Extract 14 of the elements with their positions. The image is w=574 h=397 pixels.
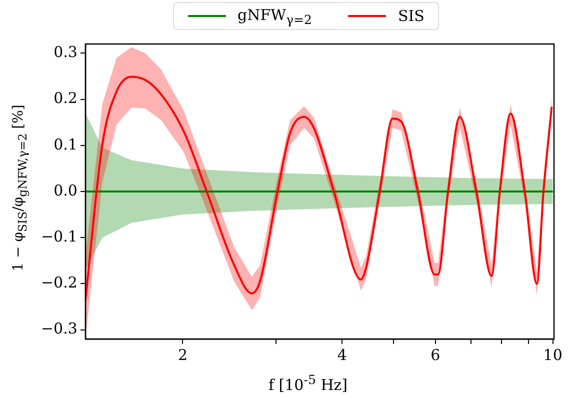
x-tick-label: 10 — [543, 346, 562, 364]
y-tick-label: 0.1 — [54, 135, 78, 154]
y-tick-label: −0.1 — [40, 227, 78, 246]
y-tick-label: −0.2 — [40, 274, 78, 292]
x-tick-label: 2 — [178, 346, 188, 364]
legend-label: SIS — [398, 7, 424, 25]
legend-label: gNFW$_{γ=2}$ — [238, 6, 312, 26]
y-tick-label: 0.2 — [54, 89, 78, 108]
x-axis-title: f [10$^{-5}$ Hz] — [268, 372, 348, 394]
x-tick-label: 4 — [337, 346, 347, 364]
y-tick-label: 0.3 — [54, 43, 78, 62]
x-tick-label: 6 — [430, 346, 440, 364]
y-tick-label: 0.0 — [54, 181, 78, 200]
y-tick-label: −0.3 — [40, 320, 78, 338]
